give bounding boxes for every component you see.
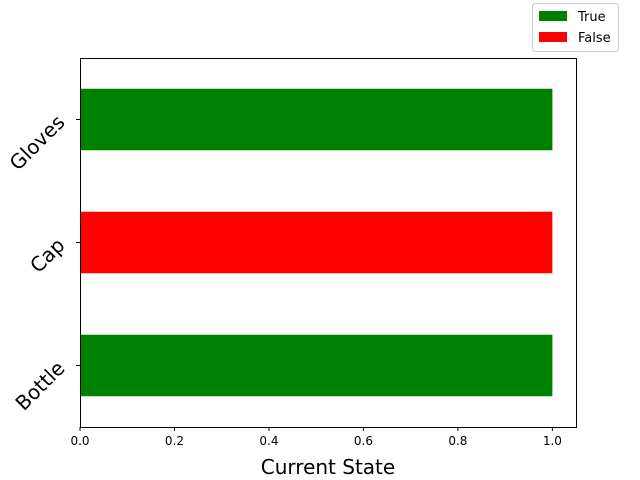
plot-frame <box>80 58 577 428</box>
x-axis-ticks: 0.0 0.2 0.4 0.6 0.8 1.0 <box>70 427 562 448</box>
bars-layer <box>80 88 553 397</box>
y-tick-label-bottle: Bottle <box>10 356 69 415</box>
y-axis-ticks: Bottle Cap Gloves <box>5 110 80 415</box>
legend-swatch-true <box>539 11 567 21</box>
x-axis-title: Current State <box>261 455 395 479</box>
x-tick-label: 0.4 <box>259 434 278 448</box>
bar-bottle <box>80 334 553 397</box>
legend-label-false: False <box>578 31 611 46</box>
x-tick-label: 1.0 <box>543 434 562 448</box>
bar-gloves <box>80 88 553 151</box>
bar-cap <box>80 211 553 274</box>
y-tick-label-cap: Cap <box>25 233 69 277</box>
legend-swatch-false <box>539 32 567 42</box>
legend: True False <box>532 3 619 52</box>
x-tick-label: 0.0 <box>70 434 89 448</box>
legend-label-true: True <box>577 10 606 25</box>
x-tick-label: 0.6 <box>354 434 373 448</box>
x-tick-label: 0.8 <box>448 434 467 448</box>
y-tick-label-gloves: Gloves <box>5 110 70 175</box>
x-tick-label: 0.2 <box>165 434 184 448</box>
